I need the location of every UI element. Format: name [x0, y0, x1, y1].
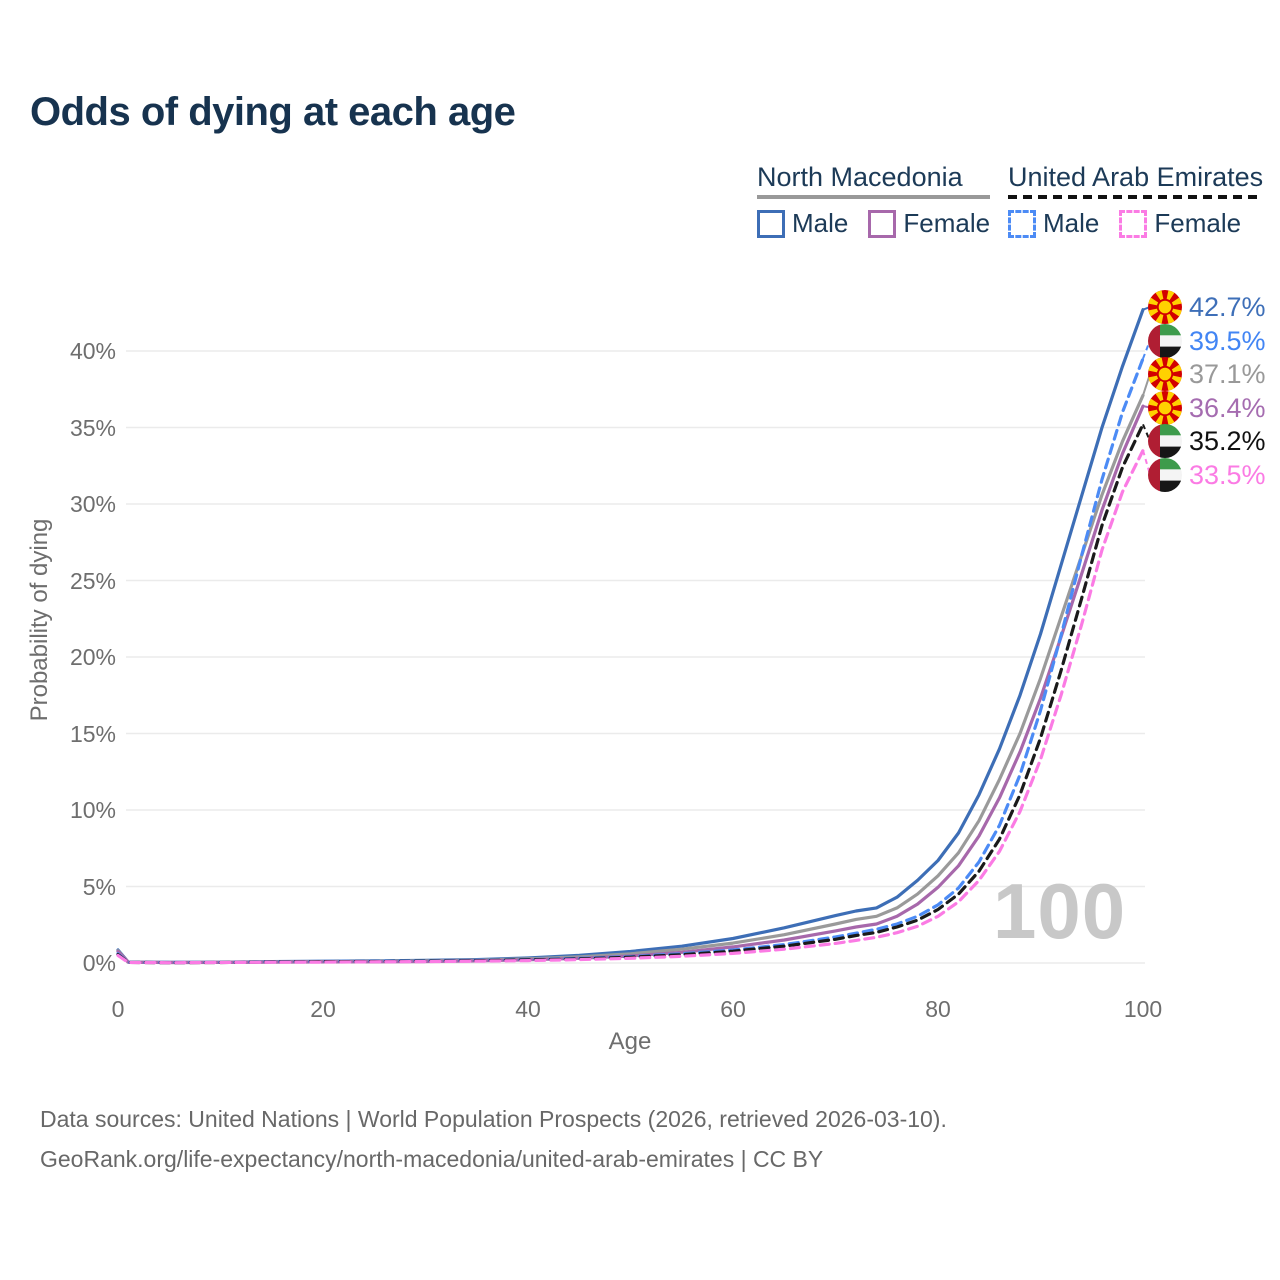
y-tick-label: 10%: [69, 797, 116, 823]
nm-male-swatch-icon: [757, 209, 785, 238]
legend-item-nm-male[interactable]: Male: [757, 208, 848, 239]
legend-items-north-macedonia: Male Female: [757, 208, 990, 239]
end-label-value: 39.5%: [1189, 325, 1266, 356]
series-line-united-arab-emirates-female[interactable]: [116, 448, 1145, 965]
legend-header-north-macedonia: North Macedonia: [757, 162, 963, 192]
end-label-united-arab-emirates-male: 39.5%: [1148, 323, 1266, 358]
legend-underline-dashed: [1008, 195, 1264, 199]
x-tick-label: 0: [111, 996, 125, 1022]
legend-items-united-arab-emirates: Male Female: [1008, 208, 1263, 239]
uae-male-swatch-icon: [1008, 209, 1036, 238]
legend-group-united-arab-emirates: United Arab Emirates Male Female: [1008, 162, 1264, 239]
united-arab-emirates-flag-icon: [1148, 424, 1182, 458]
y-tick-label: 5%: [82, 873, 116, 900]
x-tick-label: 40: [515, 996, 541, 1022]
end-label-united-arab-emirates-female: 33.5%: [1148, 457, 1266, 492]
y-tick-label: 25%: [69, 567, 116, 594]
end-label-north-macedonia-female: 36.4%: [1148, 390, 1266, 425]
series-line-united-arab-emirates-both-sexes[interactable]: [116, 422, 1145, 965]
legend-group-north-macedonia: North Macedonia Male Female: [757, 162, 991, 239]
x-tick-label: 20: [310, 996, 336, 1022]
y-tick-label: 20%: [69, 644, 116, 670]
data-sources-text: Data sources: United Nations | World Pop…: [40, 1106, 947, 1132]
legend-item-uae-male[interactable]: Male: [1008, 208, 1099, 239]
y-tick-label: 35%: [69, 414, 116, 441]
legend-underline-solid: [757, 195, 991, 199]
y-tick-label: 30%: [69, 491, 116, 517]
y-tick-label: 40%: [69, 338, 116, 364]
legend-item-label: Male: [1043, 208, 1100, 238]
nm-female-swatch-icon: [868, 209, 897, 238]
y-tick-label: 15%: [69, 720, 116, 747]
y-tick-label: 0%: [82, 950, 116, 976]
legend-item-label: Male: [792, 208, 849, 238]
north-macedonia-flag-icon: [1148, 357, 1182, 391]
end-label-value: 42.7%: [1189, 292, 1266, 322]
end-label-north-macedonia-male: 42.7%: [1148, 290, 1266, 324]
series-line-north-macedonia-both-sexes[interactable]: [116, 393, 1145, 965]
legend-item-uae-female[interactable]: Female: [1119, 208, 1241, 239]
north-macedonia-flag-icon: [1148, 390, 1182, 425]
attribution-url-text: GeoRank.org/life-expectancy/north-macedo…: [40, 1146, 824, 1172]
united-arab-emirates-flag-icon: [1148, 457, 1182, 492]
series-lines-group: [116, 308, 1145, 965]
end-label-value: 37.1%: [1189, 359, 1266, 389]
end-label-value: 33.5%: [1189, 459, 1266, 490]
age-hover-watermark: 100: [993, 867, 1127, 955]
end-label-value: 36.4%: [1189, 392, 1266, 423]
legend-item-nm-female[interactable]: Female: [868, 208, 990, 239]
end-label-united-arab-emirates-both-sexes: 35.2%: [1148, 424, 1266, 458]
series-line-united-arab-emirates-male[interactable]: [116, 357, 1145, 965]
series-line-north-macedonia-female[interactable]: [116, 404, 1145, 965]
page-title: Odds of dying at each age: [30, 90, 516, 134]
y-axis-title: Probability of dying: [26, 518, 53, 722]
united-arab-emirates-flag-icon: [1148, 323, 1182, 358]
x-tick-label: 80: [925, 996, 951, 1022]
legend-header-united-arab-emirates: United Arab Emirates: [1008, 162, 1264, 192]
north-macedonia-flag-icon: [1148, 290, 1182, 324]
legend-item-label: Female: [1154, 208, 1242, 238]
uae-female-swatch-icon: [1119, 209, 1148, 238]
x-tick-label: 60: [720, 996, 746, 1022]
x-axis-title: Age: [608, 1028, 652, 1055]
end-label-north-macedonia-both-sexes: 37.1%: [1148, 357, 1266, 391]
legend-item-label: Female: [903, 208, 991, 238]
x-tick-label: 100: [1123, 996, 1163, 1022]
end-label-value: 35.2%: [1189, 426, 1266, 456]
